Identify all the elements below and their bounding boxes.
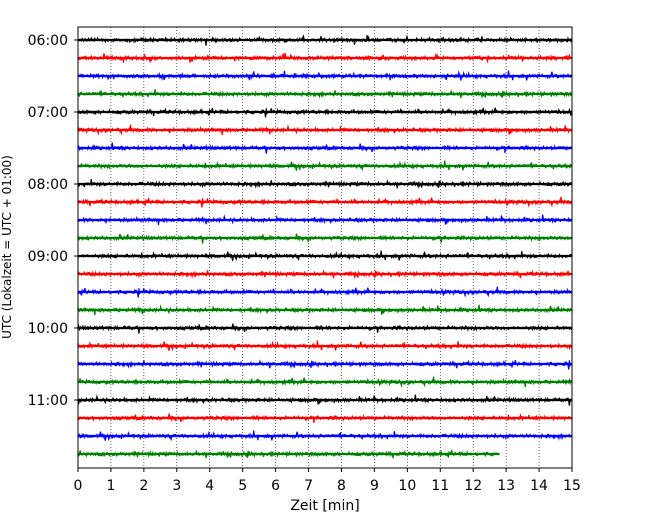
plot-frame (77, 26, 573, 469)
x-tick-label: 8 (337, 478, 346, 494)
x-tick-label: 3 (172, 478, 181, 494)
y-axis-ticks: 06:00 07:00 08:00 09:00 10:00 11:00 (28, 33, 78, 409)
x-axis-ticks: 0 1 2 3 4 5 6 7 8 9 10 11 12 13 14 15 (74, 468, 581, 494)
y-tick-label: 08:00 (28, 177, 68, 193)
x-tick-label: 13 (497, 478, 515, 494)
x-tick-label: 0 (74, 478, 83, 494)
x-tick-label: 11 (431, 478, 449, 494)
y-tick-label: 06:00 (28, 33, 68, 49)
y-tick-label: 10:00 (28, 321, 68, 337)
x-tick-label: 1 (106, 478, 115, 494)
x-axis-label: Zeit [min] (290, 498, 359, 514)
x-tick-label: 10 (398, 478, 416, 494)
x-tick-label: 15 (563, 478, 581, 494)
x-tick-label: 9 (370, 478, 379, 494)
y-tick-label: 11:00 (28, 393, 68, 409)
y-tick-label: 07:00 (28, 105, 68, 121)
trace-lines (77, 34, 573, 459)
x-tick-label: 14 (530, 478, 548, 494)
x-tick-label: 2 (139, 478, 148, 494)
y-tick-label: 09:00 (28, 249, 68, 265)
x-tick-label: 4 (205, 478, 214, 494)
x-tick-label: 12 (464, 478, 482, 494)
x-tick-label: 5 (238, 478, 247, 494)
x-tick-label: 7 (304, 478, 313, 494)
x-tick-label: 6 (271, 478, 280, 494)
y-axis-label: UTC (Lokalzeit = UTC + 01:00) (0, 155, 14, 339)
